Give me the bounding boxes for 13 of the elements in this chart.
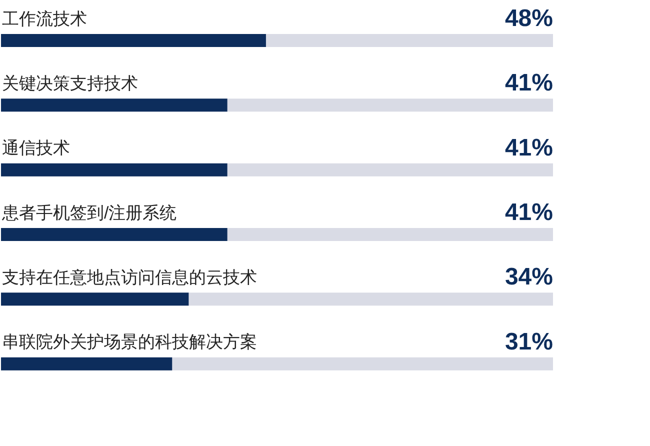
data-label: 41% — [504, 199, 553, 226]
y-tick-label: 工作流技术 — [2, 9, 87, 28]
data-label: 31% — [504, 328, 553, 356]
y-tick-label: 患者手机签到/注册系统 — [1, 203, 177, 222]
y-tick-label: 通信技术 — [2, 138, 70, 158]
data-label: 41% — [504, 70, 553, 97]
data-label: 48% — [504, 5, 553, 32]
y-tick-label: 关键决策支持技术 — [2, 74, 138, 93]
data-label: 34% — [504, 264, 553, 291]
y-tick-label: 支持在任意地点访问信息的云技术 — [2, 268, 257, 287]
data-label: 41% — [504, 134, 553, 162]
y-tick-label: 串联院外关护场景的科技解决方案 — [2, 332, 257, 352]
bar — [1, 357, 172, 370]
